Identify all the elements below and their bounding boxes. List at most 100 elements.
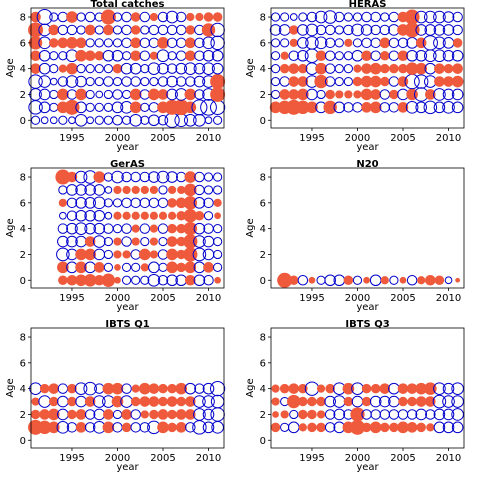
negative-residual-bubble [121,236,132,247]
positive-residual-bubble [316,410,326,419]
y-tick-label: 8 [20,13,26,24]
positive-residual-bubble [298,396,308,407]
negative-residual-bubble [157,24,169,36]
positive-residual-bubble [308,276,316,284]
positive-residual-bubble [361,50,372,62]
positive-residual-bubble [130,12,141,22]
negative-residual-bubble [316,89,326,100]
y-tick-label: 8 [260,13,266,24]
positive-residual-bubble [185,409,196,420]
x-axis-label: year [356,142,379,153]
negative-residual-bubble [270,89,281,100]
positive-residual-bubble [103,409,114,420]
negative-residual-bubble [334,38,344,48]
positive-residual-bubble [183,209,198,223]
positive-residual-bubble [296,100,310,115]
negative-residual-bubble [103,102,113,112]
positive-residual-bubble [140,410,149,419]
negative-residual-bubble [104,211,113,220]
positive-residual-bubble [323,100,337,115]
negative-residual-bubble [49,89,59,100]
negative-residual-bubble [388,50,400,61]
x-axis-label: year [116,142,139,153]
negative-residual-bubble [38,395,51,408]
negative-residual-bubble [314,10,328,24]
panel-frame [30,167,225,289]
negative-residual-bubble [75,209,87,222]
negative-residual-bubble [111,101,124,114]
positive-residual-bubble [66,62,78,75]
positive-residual-bubble [148,88,160,101]
positive-residual-bubble [149,12,159,22]
positive-residual-bubble [103,24,114,36]
negative-residual-bubble [85,38,95,48]
negative-residual-bubble [36,9,53,26]
panel-title: HERAS [349,0,387,10]
negative-residual-bubble [157,275,169,286]
positive-residual-bubble [298,409,308,420]
positive-residual-bubble [185,25,196,35]
panel-title: IBTS Q3 [345,319,389,330]
positive-residual-bubble [404,9,420,25]
x-tick-label: 2005 [150,453,175,464]
positive-residual-bubble [316,422,326,433]
positive-residual-bubble [289,275,299,286]
negative-residual-bubble [388,37,400,49]
positive-residual-bubble [186,12,195,22]
positive-residual-bubble [360,75,373,88]
negative-residual-bubble [92,196,106,210]
negative-residual-bubble [30,115,41,125]
positive-residual-bubble [315,62,327,75]
negative-residual-bubble [94,102,104,112]
negative-residual-bubble [84,422,96,433]
negative-residual-bubble [76,12,86,22]
negative-residual-bubble [379,409,391,420]
positive-residual-bubble [325,383,335,394]
positive-residual-bubble [183,196,198,210]
y-tick-label: 2 [20,250,26,261]
negative-residual-bubble [442,408,455,421]
negative-residual-bubble [305,36,319,50]
negative-residual-bubble [280,422,290,432]
negative-residual-bubble [184,382,197,395]
negative-residual-bubble [139,223,151,234]
positive-residual-bubble [434,63,445,74]
positive-residual-bubble [113,237,122,246]
positive-residual-bubble [361,422,372,433]
negative-residual-bubble [298,12,308,22]
positive-residual-bubble [149,224,159,233]
positive-residual-bubble [175,422,187,433]
negative-residual-bubble [406,49,418,62]
negative-residual-bubble [121,383,132,394]
positive-residual-bubble [84,50,96,62]
y-tick-label: 0 [20,436,26,447]
negative-residual-bubble [175,37,187,49]
negative-residual-bubble [442,421,455,434]
negative-residual-bubble [175,11,187,23]
positive-residual-bubble [139,396,151,407]
positive-residual-bubble [30,63,41,74]
negative-residual-bubble [210,381,226,397]
positive-residual-bubble [75,37,87,49]
positive-residual-bubble [184,183,197,197]
y-tick-label: 6 [20,198,26,209]
negative-residual-bubble [57,383,69,394]
negative-residual-bubble [94,64,104,74]
positive-residual-bubble [113,185,122,195]
positive-residual-bubble [370,89,381,100]
negative-residual-bubble [120,62,133,75]
negative-residual-bubble [86,116,95,125]
positive-residual-bubble [297,76,309,87]
negative-residual-bubble [121,223,132,234]
positive-residual-bubble [176,396,186,407]
negative-residual-bubble [388,11,400,23]
positive-residual-bubble [175,197,187,209]
negative-residual-bubble [57,395,69,408]
positive-residual-bubble [415,382,428,395]
negative-residual-bubble [130,171,141,183]
positive-residual-bubble [344,90,353,99]
positive-residual-bubble [342,382,355,395]
negative-residual-bubble [397,409,409,420]
positive-residual-bubble [57,88,69,101]
